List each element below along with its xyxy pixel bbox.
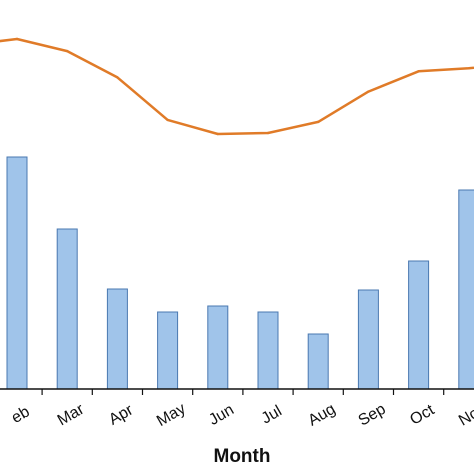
bar-series bbox=[6, 156, 474, 390]
x-axis-tick-labels: eb Mar Apr May Jun Jul Aug Sep Oct Nov bbox=[9, 400, 474, 430]
x-tick-label-apr: Apr bbox=[106, 401, 137, 429]
x-tick-label-aug: Aug bbox=[305, 401, 338, 430]
x-tick-label-nov: Nov bbox=[456, 401, 474, 430]
line-point-mar bbox=[66, 49, 69, 53]
line-point-jul bbox=[266, 131, 270, 135]
bar-nov bbox=[458, 189, 474, 390]
bar-mar bbox=[56, 228, 78, 390]
x-tick-label-sep: Sep bbox=[356, 401, 389, 430]
bar-jun bbox=[207, 305, 229, 390]
x-tick-label-oct: Oct bbox=[407, 401, 438, 428]
x-tick-label-mar: Mar bbox=[55, 401, 88, 430]
line-series bbox=[0, 37, 474, 136]
line-point-nov bbox=[467, 67, 470, 70]
bar-sep bbox=[357, 289, 379, 390]
bar-oct bbox=[408, 260, 430, 390]
x-axis-title: Month bbox=[214, 446, 271, 467]
line-point-feb bbox=[15, 37, 19, 41]
bar-aug bbox=[307, 333, 329, 390]
x-tick-label-jun: Jun bbox=[206, 401, 237, 429]
line-point-jun bbox=[216, 132, 219, 136]
line-point-sep bbox=[367, 90, 370, 93]
line-point-may bbox=[166, 118, 169, 122]
bar-feb bbox=[6, 156, 28, 390]
line-point-aug bbox=[317, 120, 320, 124]
x-tick-label-may: May bbox=[154, 400, 189, 430]
x-tick-label-jul: Jul bbox=[259, 403, 285, 428]
bar-apr bbox=[106, 288, 128, 390]
x-axis-ticks bbox=[41, 389, 445, 395]
x-tick-label-feb: eb bbox=[9, 403, 33, 427]
line-point-apr bbox=[116, 76, 119, 79]
line-point-oct bbox=[417, 70, 420, 73]
bar-jul bbox=[257, 311, 279, 390]
bar-may bbox=[157, 311, 179, 390]
line-path bbox=[0, 37, 474, 136]
